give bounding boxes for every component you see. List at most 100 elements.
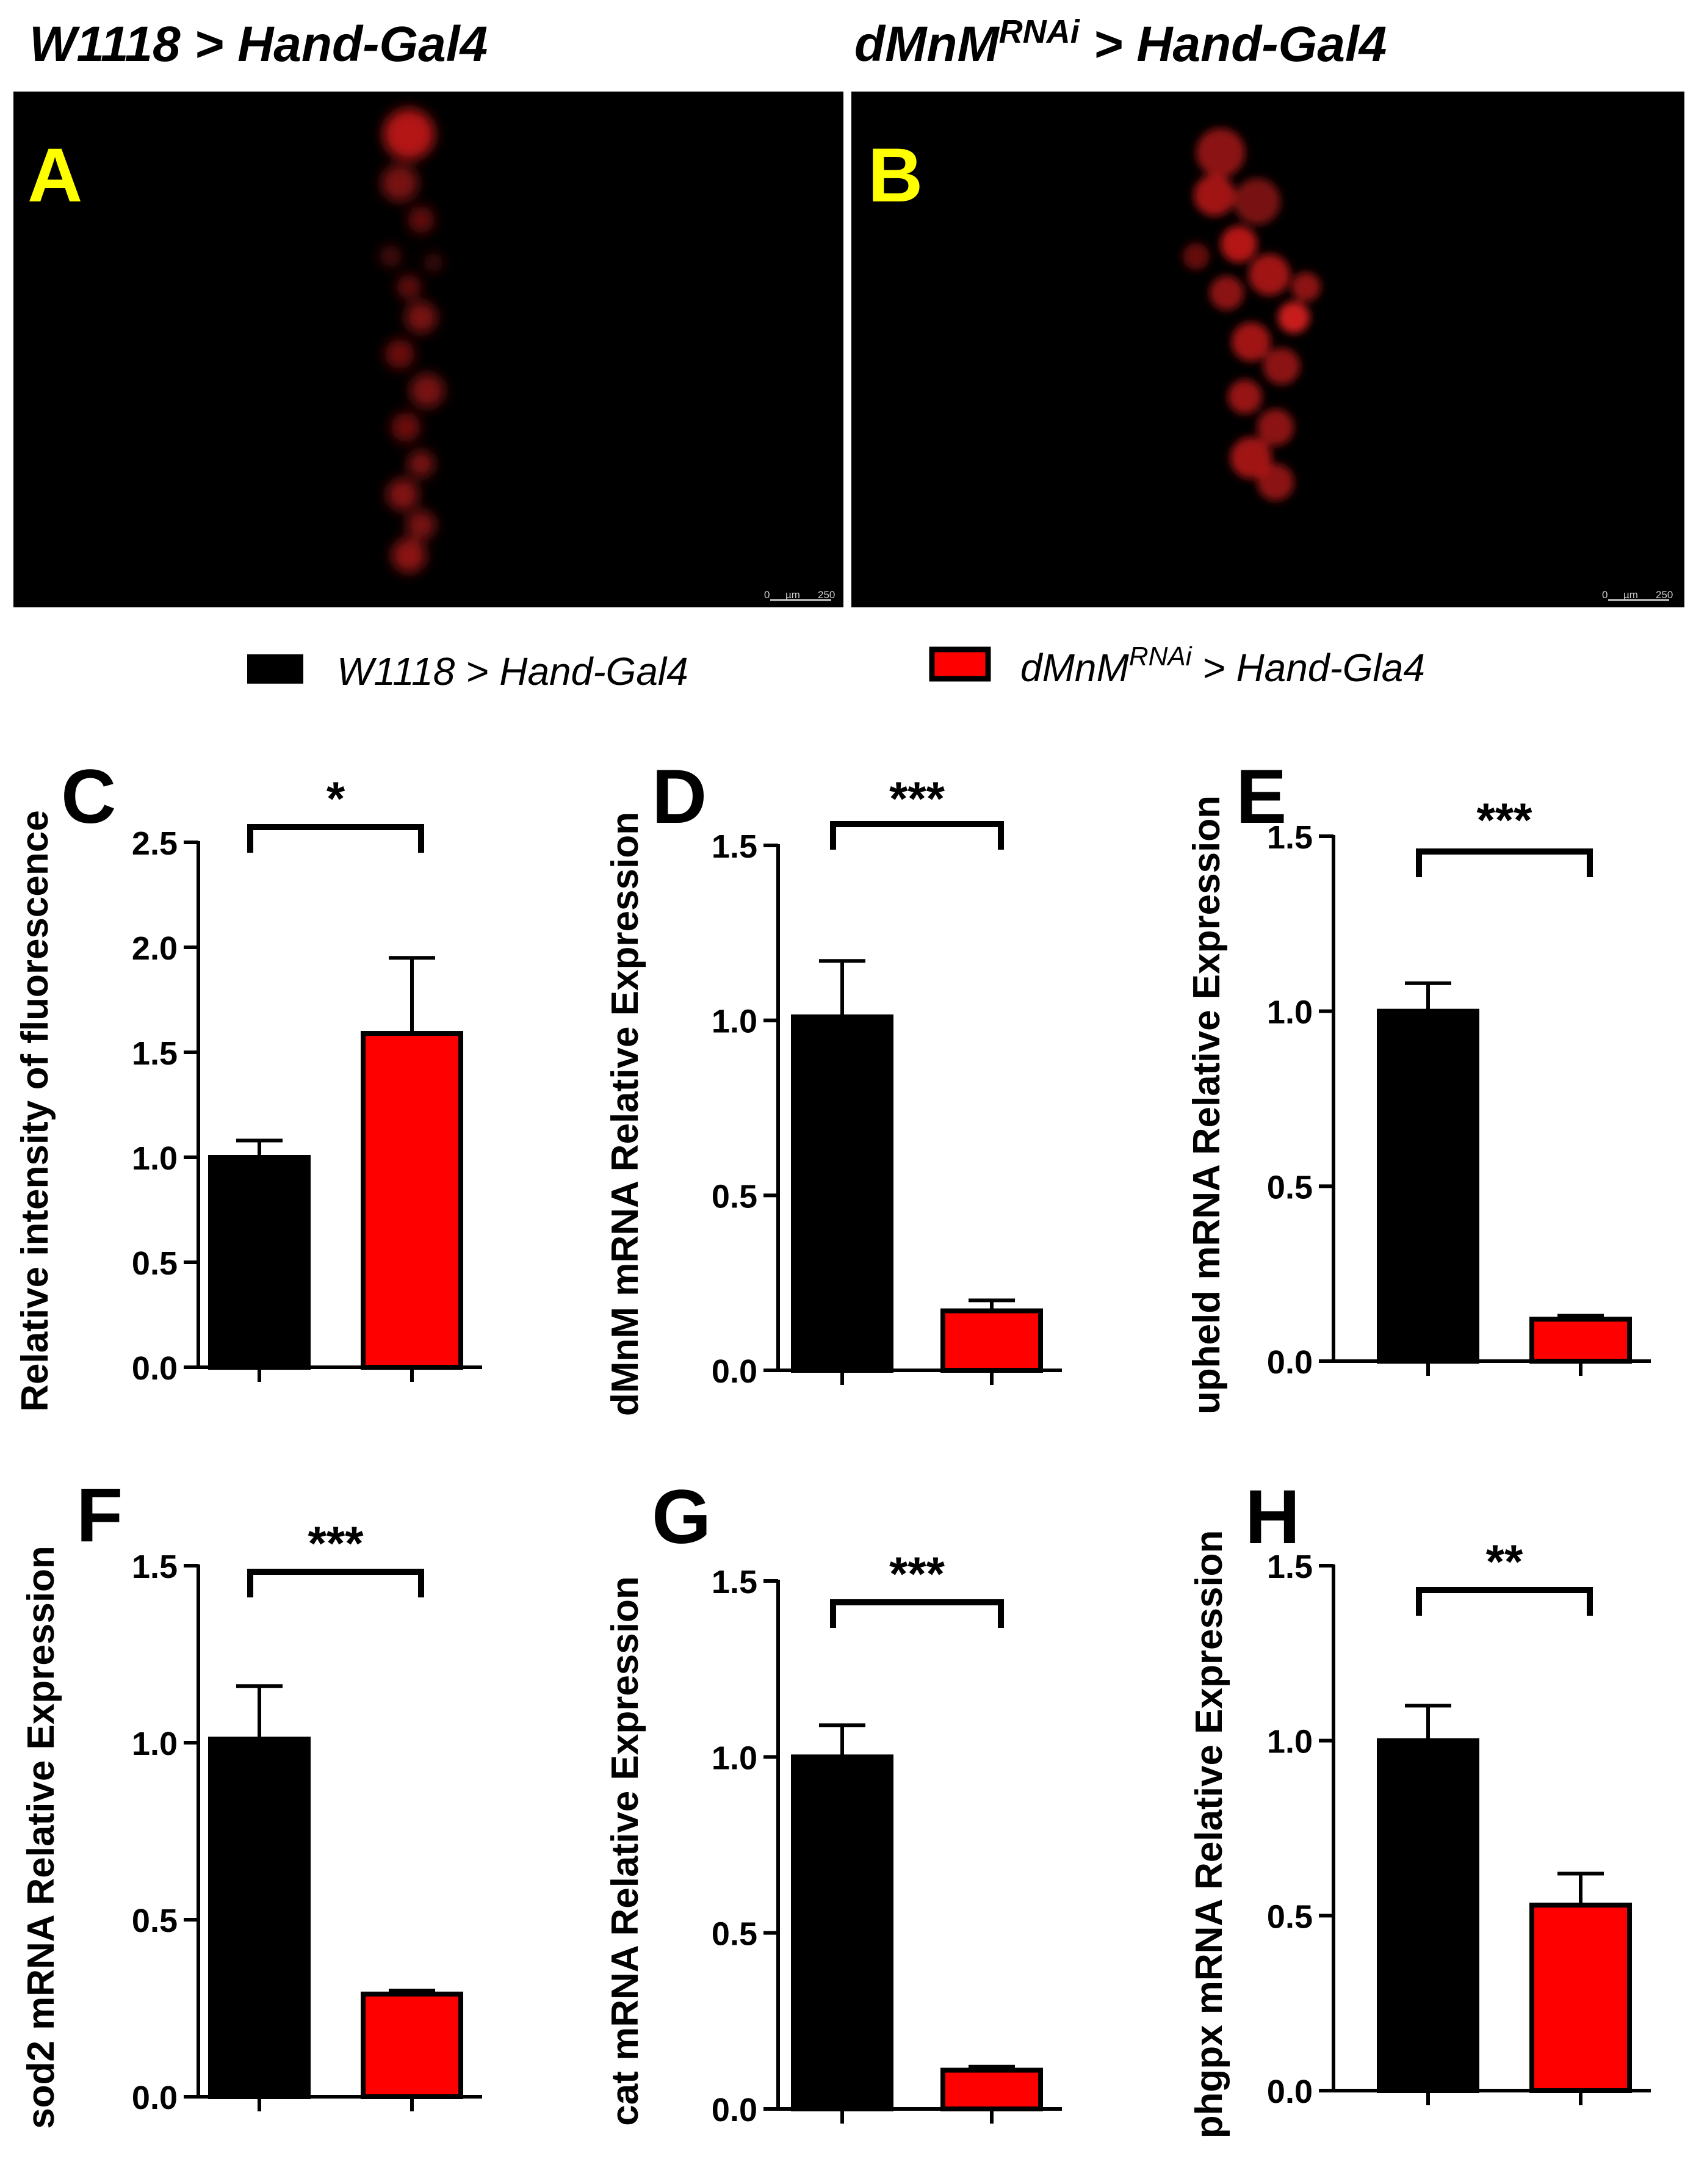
fluorescent-cell (408, 206, 435, 233)
y-axis-label: Relative intensity of fluorescence (14, 810, 56, 1411)
bar-rnai (1529, 1903, 1632, 2093)
y-tick-label: 2.5 (132, 825, 178, 862)
fluorescent-cell (391, 413, 420, 442)
legend: W1118 > Hand-Gal4 dMnMRNAi > Hand-Gla4 (247, 642, 1425, 693)
significance-bracket (247, 824, 424, 853)
bar-control (791, 1754, 893, 2111)
bar-control (208, 1155, 311, 1370)
scale-bar-length: 250 (1656, 589, 1673, 601)
y-tick-label: 1.0 (1267, 1724, 1313, 1760)
panel-letter-f: F (76, 1473, 123, 1558)
fluorescent-cell (392, 538, 426, 573)
fluorescent-cell (387, 479, 419, 510)
scale-bar-unit: µm (785, 589, 800, 601)
fluorescent-cell (1232, 322, 1271, 361)
y-tick-label: 0.0 (132, 1350, 178, 1387)
fluorescent-cell (1230, 437, 1272, 479)
significance-marker: *** (308, 1516, 364, 1570)
bar-control (791, 1014, 893, 1373)
scale-bar-unit: µm (1623, 589, 1638, 601)
y-tick-label: 1.0 (1267, 994, 1313, 1031)
y-tick-label: 1.5 (1267, 819, 1313, 856)
panel-letter-g: G (652, 1475, 711, 1560)
fluorescent-cell (1249, 254, 1290, 295)
legend-swatch-rnai (929, 646, 991, 682)
y-tick-label: 0.5 (132, 1903, 178, 1939)
fluorescent-cell (410, 374, 444, 408)
bar-rnai (940, 2067, 1043, 2111)
y-tick-label: 1.5 (132, 1035, 178, 1072)
bar-rnai (940, 1308, 1043, 1373)
significance-bracket (1416, 1587, 1593, 1616)
bar-control (208, 1737, 311, 2099)
legend-item-control: W1118 > Hand-Gal4 (247, 649, 688, 693)
panel-letter-b: B (868, 133, 923, 218)
fluorescent-cell (1210, 276, 1244, 310)
y-tick-label: 0.0 (1267, 1344, 1313, 1381)
legend-label-rnai: dMnMRNAi > Hand-Gla4 (1020, 642, 1425, 690)
y-tick-label: 1.0 (712, 1003, 757, 1040)
legend-label-control: W1118 > Hand-Gal4 (337, 649, 688, 693)
bar-rnai (361, 1031, 463, 1370)
y-tick-label: 1.5 (712, 1564, 757, 1600)
y-tick-label: 1.0 (712, 1740, 757, 1776)
fluorescent-cell (380, 245, 402, 267)
significance-marker: * (327, 772, 345, 825)
legend-item-rnai: dMnMRNAi > Hand-Gla4 (929, 642, 1425, 690)
fluorescent-cell (381, 165, 418, 201)
y-axis-label: phgpx mRNA Relative Expression (1188, 1530, 1230, 2139)
panel-letter-e: E (1236, 754, 1286, 839)
image-b-title: dMnMRNAi > Hand-Gal4 (854, 13, 1387, 72)
y-tick-label: 1.0 (132, 1140, 178, 1177)
fluorescent-cell (405, 302, 437, 333)
scale-bar-a: 0 µm 250 (764, 589, 835, 601)
y-tick-label: 0.5 (132, 1245, 178, 1282)
y-tick-label: 0.5 (712, 1916, 757, 1953)
significance-bracket (247, 1569, 424, 1597)
panel-letter-c: C (61, 754, 116, 839)
significance-marker: ** (1486, 1535, 1523, 1588)
bar-control (1377, 1738, 1479, 2094)
image-a-title: W1118 > Hand-Gal4 (29, 16, 488, 72)
significance-marker: *** (889, 772, 945, 825)
fluorescent-cell (1257, 464, 1294, 501)
fluorescent-cell (424, 253, 443, 272)
y-tick-label: 0.5 (1267, 1169, 1313, 1206)
significance-bracket (830, 821, 1004, 850)
fluorescent-cell (397, 275, 421, 299)
scale-bar-length: 250 (818, 589, 835, 601)
fluorescent-cell (1183, 243, 1210, 270)
fluorescent-heart-tube-b (1183, 128, 1321, 501)
bar-rnai (1529, 1317, 1632, 1364)
image-panel-a: W1118 > Hand-Gal4 A 0 µm 250 (13, 16, 843, 607)
panel-letter-h: H (1245, 1475, 1300, 1560)
fluorescent-cell (1196, 128, 1245, 177)
fluorescent-cell (406, 510, 436, 540)
fluorescent-cell (1257, 409, 1294, 446)
fluorescent-cell (383, 109, 435, 160)
y-tick-label: 0.0 (132, 2080, 178, 2116)
significance-bracket (830, 1599, 1004, 1628)
y-tick-label: 0.0 (1267, 2074, 1313, 2110)
scale-bar-b: 0 µm 250 (1602, 589, 1673, 601)
scale-bar-zero: 0 (764, 589, 770, 601)
fluorescent-cell (408, 450, 435, 477)
y-axis-label: dMnM mRNA Relative Expression (604, 812, 646, 1416)
y-tick-label: 0.5 (1267, 1898, 1313, 1935)
fluorescent-cell (1278, 302, 1310, 333)
bar-rnai (361, 1991, 463, 2100)
y-axis-label: sod2 mRNA Relative Expression (20, 1546, 62, 2129)
y-axis-label: upheld mRNA Relative Expression (1186, 795, 1228, 1414)
panel-letter-d: D (652, 754, 707, 839)
y-tick-label: 1.5 (1267, 1549, 1313, 1585)
fluorescent-cell (385, 339, 414, 369)
fluorescent-cell (1263, 348, 1300, 385)
scale-bar-zero: 0 (1602, 589, 1608, 601)
y-tick-label: 0.5 (712, 1178, 757, 1215)
y-axis-label: cat mRNA Relative Expression (604, 1576, 646, 2125)
